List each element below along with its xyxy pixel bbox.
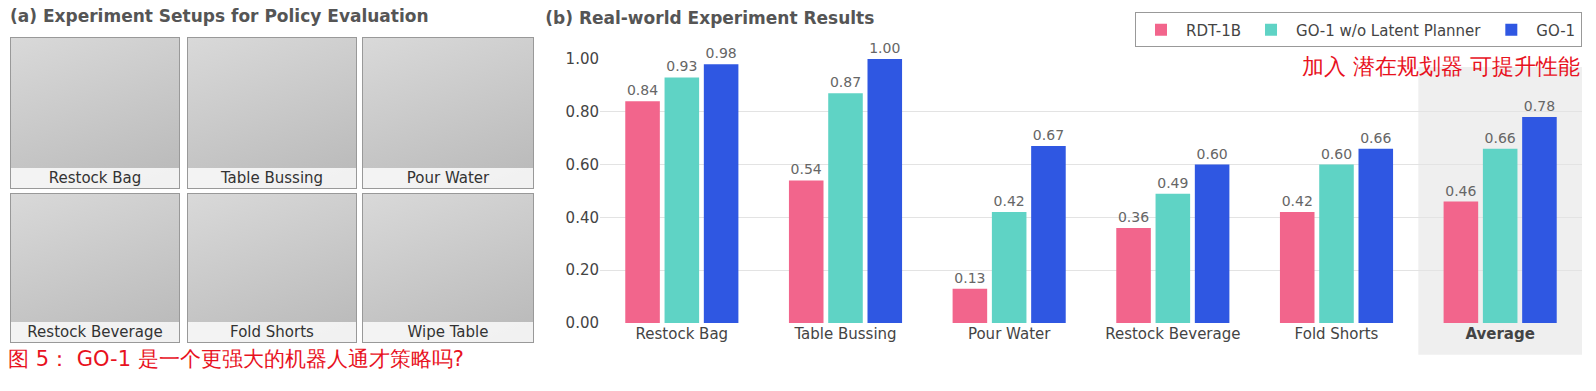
- svg-text:Pour Water: Pour Water: [968, 325, 1051, 343]
- svg-text:0.78: 0.78: [1524, 98, 1555, 114]
- svg-text:GO-1 w/o Latent Planner: GO-1 w/o Latent Planner: [1296, 22, 1481, 40]
- svg-text:0.93: 0.93: [666, 58, 697, 74]
- svg-text:1.00: 1.00: [869, 40, 900, 56]
- svg-text:0.13: 0.13: [954, 270, 985, 286]
- svg-text:0.80: 0.80: [566, 103, 599, 121]
- svg-text:Restock Bag: Restock Bag: [636, 325, 729, 343]
- svg-text:0.66: 0.66: [1485, 130, 1516, 146]
- html-text:Restock Beverage: Restock Beverage: [27, 323, 163, 341]
- svg-text:0.42: 0.42: [994, 193, 1025, 209]
- svg-text:0.54: 0.54: [791, 161, 822, 177]
- svg-text:Average: Average: [1465, 325, 1534, 343]
- svg-text:0.00: 0.00: [566, 314, 599, 332]
- html-text:(a) Experiment Setups for Poli: (a) Experiment Setups for Policy Evaluat…: [10, 6, 429, 26]
- svg-text:0.98: 0.98: [706, 45, 737, 61]
- html-text:图 5： GO-1 是一个更强大的机器人通才策略吗?: 图 5： GO-1 是一个更强大的机器人通才策略吗?: [8, 347, 464, 371]
- svg-text:0.84: 0.84: [627, 82, 658, 98]
- svg-text:Table Bussing: Table Bussing: [793, 325, 896, 343]
- svg-text:1.00: 1.00: [566, 50, 599, 68]
- svg-text:0.66: 0.66: [1360, 130, 1391, 146]
- svg-text:0.20: 0.20: [566, 261, 599, 279]
- svg-text:0.60: 0.60: [1197, 146, 1228, 162]
- svg-text:0.60: 0.60: [566, 156, 599, 174]
- svg-text:Restock Beverage: Restock Beverage: [1105, 325, 1240, 343]
- svg-text:0.36: 0.36: [1118, 209, 1149, 225]
- html-text:Restock Bag: Restock Bag: [48, 169, 142, 187]
- svg-text:0.60: 0.60: [1321, 146, 1352, 162]
- svg-text:RDT-1B: RDT-1B: [1186, 22, 1241, 40]
- svg-text:0.40: 0.40: [566, 209, 599, 227]
- html-text:Fold Shorts: Fold Shorts: [230, 323, 314, 341]
- svg-text:(b) Real-world Experiment Resu: (b) Real-world Experiment Results: [545, 8, 874, 28]
- svg-text:0.42: 0.42: [1282, 193, 1313, 209]
- svg-text:加入 潜在规划器 可提升性能: 加入 潜在规划器 可提升性能: [1302, 54, 1580, 79]
- svg-text:0.46: 0.46: [1445, 183, 1476, 199]
- svg-text:0.87: 0.87: [830, 74, 861, 90]
- svg-text:Fold Shorts: Fold Shorts: [1295, 325, 1379, 343]
- svg-text:GO-1: GO-1: [1536, 22, 1575, 40]
- svg-text:0.67: 0.67: [1033, 127, 1064, 143]
- html-text:Pour Water: Pour Water: [406, 169, 490, 187]
- svg-text:0.49: 0.49: [1157, 175, 1188, 191]
- html-text:Wipe Table: Wipe Table: [407, 323, 489, 341]
- html-text:Table Bussing: Table Bussing: [220, 169, 324, 187]
